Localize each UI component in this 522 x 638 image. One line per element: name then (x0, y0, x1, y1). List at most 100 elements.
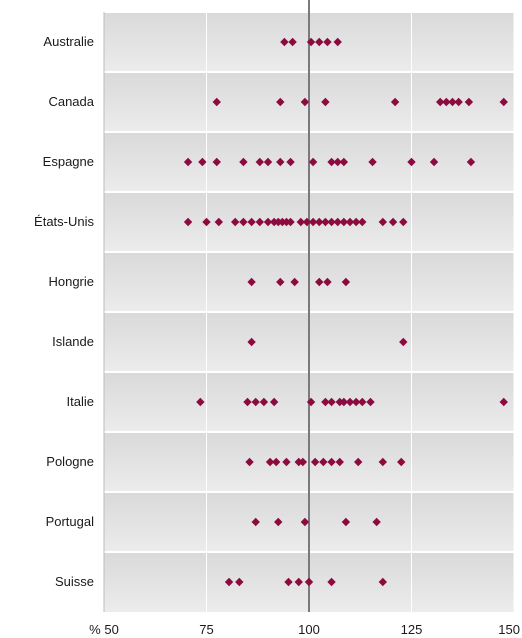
data-point (339, 397, 349, 407)
data-point (310, 457, 320, 467)
data-point (198, 157, 207, 167)
data-point (339, 217, 349, 227)
data-point (294, 577, 303, 587)
data-point (341, 517, 351, 527)
category-label: Portugal (46, 514, 95, 529)
x-tick-label: 75 (199, 622, 213, 637)
data-point (315, 277, 324, 287)
data-point (378, 217, 387, 227)
data-point (251, 517, 260, 527)
data-point (183, 157, 193, 167)
data-point (272, 457, 281, 467)
data-point (327, 217, 336, 227)
data-point (280, 37, 289, 47)
data-point (378, 457, 387, 467)
data-point (290, 277, 299, 287)
data-point (288, 37, 297, 47)
data-point (247, 337, 256, 347)
x-tick-label: 100 (298, 622, 320, 637)
data-point (442, 97, 451, 107)
data-point (235, 577, 244, 587)
data-point (323, 37, 332, 47)
data-point (335, 457, 344, 467)
data-point (358, 217, 367, 227)
data-point (239, 157, 248, 167)
data-point (296, 217, 305, 227)
data-point (333, 217, 342, 227)
data-point (390, 97, 400, 107)
data-points (183, 37, 508, 587)
data-point (345, 397, 355, 407)
data-point (224, 577, 234, 587)
data-point (315, 217, 324, 227)
data-point (269, 397, 279, 407)
data-point (399, 217, 408, 227)
data-point (286, 217, 295, 227)
data-point (274, 517, 283, 527)
data-point (286, 157, 295, 167)
category-label: Italie (67, 394, 94, 409)
data-point (388, 217, 398, 227)
data-point (284, 577, 293, 587)
data-point (251, 397, 260, 407)
data-point (366, 397, 375, 407)
data-point (454, 97, 463, 107)
category-label: États-Unis (34, 214, 94, 229)
data-point (351, 397, 361, 407)
data-point (327, 397, 336, 407)
data-point (327, 457, 336, 467)
data-point (397, 457, 406, 467)
data-point (407, 157, 416, 167)
category-label: Espagne (43, 154, 94, 169)
data-point (499, 397, 508, 407)
data-point (255, 157, 264, 167)
category-label: Suisse (55, 574, 94, 589)
data-point (321, 397, 330, 407)
x-tick-label: 125 (401, 622, 423, 637)
data-point (282, 457, 291, 467)
data-point (302, 217, 312, 227)
data-point (196, 397, 205, 407)
category-label: Canada (48, 94, 94, 109)
data-point (298, 457, 308, 467)
data-point (300, 97, 310, 107)
data-point (247, 217, 256, 227)
data-point (358, 397, 367, 407)
data-point (466, 157, 476, 167)
x-tick-label: 150 (498, 622, 520, 637)
data-point (354, 457, 363, 467)
x-tick-label: % 50 (89, 622, 119, 637)
data-point (436, 97, 445, 107)
data-point (276, 97, 285, 107)
data-point (265, 457, 275, 467)
data-point (212, 97, 221, 107)
data-point (239, 217, 248, 227)
data-point (378, 577, 387, 587)
data-point (315, 37, 324, 47)
data-point (308, 157, 318, 167)
vertical-gridlines (206, 12, 515, 612)
category-label: Pologne (46, 454, 94, 469)
data-point (212, 157, 221, 167)
data-point (255, 217, 264, 227)
data-point (339, 157, 349, 167)
data-point (306, 397, 316, 407)
data-point (499, 97, 508, 107)
data-point (448, 97, 457, 107)
data-point (202, 217, 211, 227)
data-point (319, 457, 328, 467)
data-point (327, 157, 336, 167)
data-point (464, 97, 474, 107)
category-label: Islande (52, 334, 94, 349)
data-point (333, 37, 342, 47)
data-point (308, 217, 318, 227)
data-point (247, 277, 256, 287)
data-point (243, 397, 252, 407)
data-point (327, 577, 336, 587)
data-point (300, 517, 310, 527)
data-point (321, 97, 330, 107)
data-point (306, 37, 316, 47)
category-label: Hongrie (48, 274, 94, 289)
data-point (263, 157, 273, 167)
